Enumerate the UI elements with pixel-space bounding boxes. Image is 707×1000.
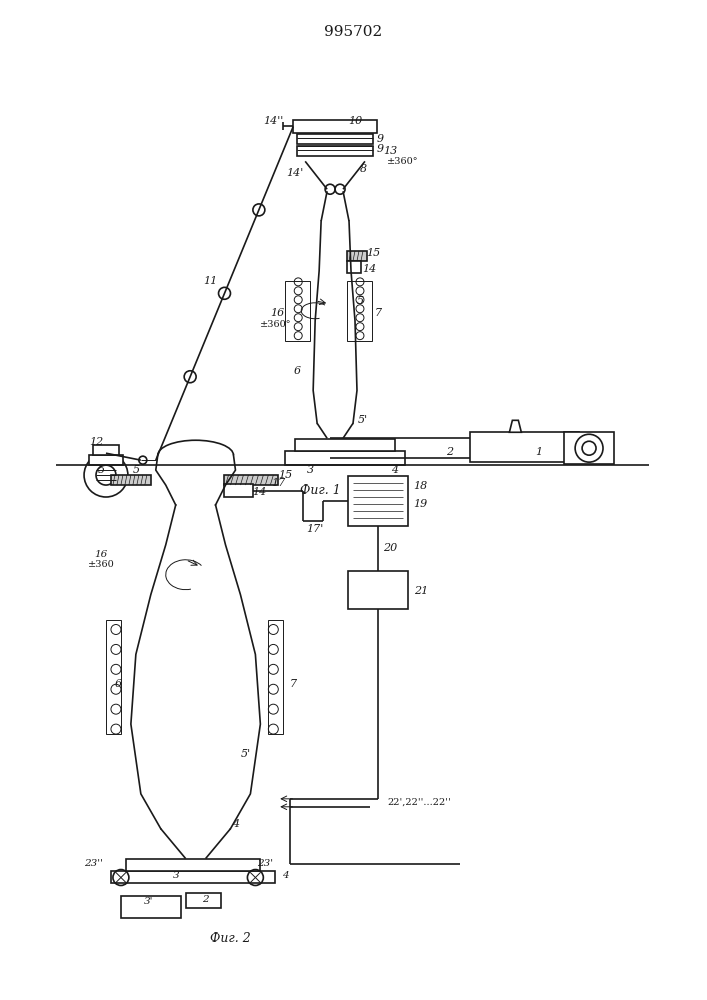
Text: 16: 16 [94,550,107,559]
Text: 12: 12 [89,437,103,447]
Text: 15: 15 [278,470,293,480]
Bar [564,432,614,464]
Text: ±360°: ±360° [259,320,291,329]
Text: 5: 5 [132,465,139,475]
Bar [111,871,275,883]
Bar [285,281,310,341]
Text: 22',22''...22'': 22',22''...22'' [388,797,452,806]
Text: 10: 10 [348,116,362,126]
Text: 18: 18 [414,481,428,491]
Text: 17': 17' [307,524,324,534]
Text: 20: 20 [382,543,397,553]
Text: 3': 3' [144,897,153,906]
Text: 4: 4 [391,465,399,475]
Text: ±360°: ±360° [387,157,419,166]
Text: Фиг. 1: Фиг. 1 [300,484,341,497]
Text: 1: 1 [536,447,543,457]
Bar [121,896,181,918]
Bar [347,261,361,273]
Bar [269,620,284,734]
Text: 14': 14' [286,168,304,178]
Bar [93,445,119,455]
Bar [106,620,121,734]
Text: 7: 7 [290,679,297,689]
Bar [469,432,579,462]
Text: 2: 2 [202,895,209,904]
Text: 995702: 995702 [324,25,382,39]
Text: 23'': 23'' [85,859,103,868]
Text: 7: 7 [374,308,382,318]
Text: Фиг. 2: Фиг. 2 [210,932,251,945]
Text: 19: 19 [414,499,428,509]
Bar [348,571,408,609]
Bar [111,475,151,485]
Text: 17: 17 [271,478,286,488]
Bar [297,146,373,156]
Text: 8: 8 [359,164,366,174]
Text: 14: 14 [252,487,267,497]
Text: 6: 6 [115,679,122,689]
Bar [285,451,405,465]
Text: 4: 4 [282,871,288,880]
Bar [296,439,395,451]
Bar [223,484,253,497]
Bar [347,251,367,261]
Text: 2: 2 [446,447,453,457]
Text: 11: 11 [204,276,218,286]
Text: 14'': 14'' [263,116,284,126]
Text: 5: 5 [356,296,363,306]
Bar [186,893,221,908]
Bar [293,120,377,133]
Text: ±360: ±360 [88,560,115,569]
Text: 5': 5' [358,415,368,425]
Text: 5: 5 [98,465,105,475]
Text: 6: 6 [293,366,300,376]
Text: 3: 3 [307,465,314,475]
Text: 4: 4 [232,819,239,829]
Bar [126,859,260,871]
Text: 16: 16 [270,308,284,318]
Text: 23': 23' [257,859,274,868]
Text: 13: 13 [382,146,397,156]
Text: 15: 15 [366,248,380,258]
Polygon shape [509,420,521,432]
Bar [223,475,279,485]
Text: 9: 9 [376,134,383,144]
Text: 9: 9 [376,144,383,154]
Bar [297,134,373,144]
Text: 3: 3 [173,871,179,880]
Text: 14: 14 [362,264,376,274]
Bar [89,455,123,465]
Text: 21: 21 [414,586,428,596]
Bar [348,476,408,526]
Text: 5': 5' [240,749,250,759]
Bar [347,281,372,341]
